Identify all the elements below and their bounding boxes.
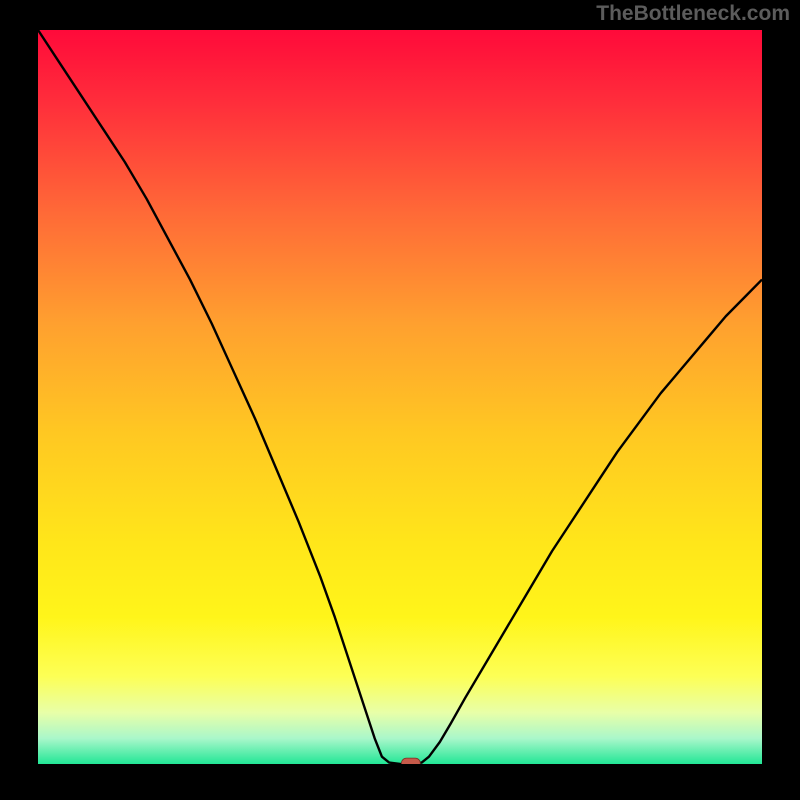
chart-container: TheBottleneck.com <box>0 0 800 800</box>
optimum-marker <box>401 758 420 764</box>
plot-area <box>38 30 762 764</box>
gradient-background <box>38 30 762 764</box>
watermark-text: TheBottleneck.com <box>596 2 790 26</box>
chart-svg <box>38 30 762 764</box>
